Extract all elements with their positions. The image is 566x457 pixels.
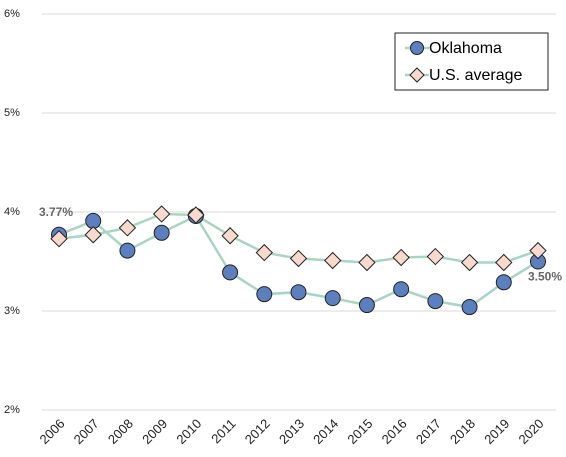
legend-marker — [409, 67, 425, 83]
x-tick-label: 2018 — [447, 416, 478, 447]
marker — [495, 253, 513, 272]
legend-label: Oklahoma — [429, 40, 502, 57]
x-tick-label: 2007 — [71, 416, 102, 447]
x-tick-label: 2014 — [310, 416, 341, 447]
x-tick-label: 2017 — [413, 416, 444, 447]
marker — [222, 264, 239, 281]
x-tick-label: 2012 — [242, 416, 273, 447]
x-tick-label: 2011 — [208, 416, 238, 446]
marker — [255, 243, 273, 262]
marker — [221, 227, 239, 245]
marker — [50, 230, 68, 248]
marker — [153, 224, 170, 241]
marker — [324, 290, 341, 307]
marker — [495, 274, 512, 291]
y-tick-label: 4% — [4, 206, 20, 218]
marker — [460, 253, 479, 272]
marker — [427, 293, 444, 310]
x-tick-label: 2010 — [173, 416, 204, 447]
marker — [152, 205, 171, 223]
y-tick-label: 6% — [4, 8, 20, 20]
marker — [187, 206, 205, 224]
marker — [358, 297, 375, 314]
marker — [290, 284, 307, 301]
y-tick-label: 2% — [4, 404, 20, 416]
marker — [426, 247, 445, 266]
marker — [289, 249, 308, 268]
marker — [119, 242, 136, 259]
x-tick-label: 2016 — [379, 416, 410, 447]
marker — [324, 251, 342, 270]
value-label: 3.77% — [39, 205, 73, 219]
legend-marker — [410, 41, 424, 55]
marker — [393, 281, 410, 298]
marker — [392, 248, 410, 267]
x-tick-label: 2019 — [481, 416, 512, 447]
x-tick-label: 2008 — [105, 416, 136, 447]
y-tick-label: 5% — [4, 107, 20, 119]
marker — [84, 226, 102, 244]
marker — [461, 299, 478, 316]
x-tick-label: 2015 — [344, 416, 375, 447]
marker — [118, 219, 137, 237]
x-tick-label: 2006 — [36, 416, 67, 447]
y-tick-label: 3% — [4, 305, 20, 317]
x-tick-label: 2009 — [139, 416, 170, 447]
marker — [358, 253, 376, 272]
x-tick-label: 2020 — [515, 416, 546, 447]
marker — [529, 241, 547, 260]
value-label: 3.50% — [528, 270, 562, 284]
legend-label: U.S. average — [429, 67, 522, 84]
marker — [256, 286, 273, 303]
x-tick-label: 2013 — [276, 416, 307, 447]
